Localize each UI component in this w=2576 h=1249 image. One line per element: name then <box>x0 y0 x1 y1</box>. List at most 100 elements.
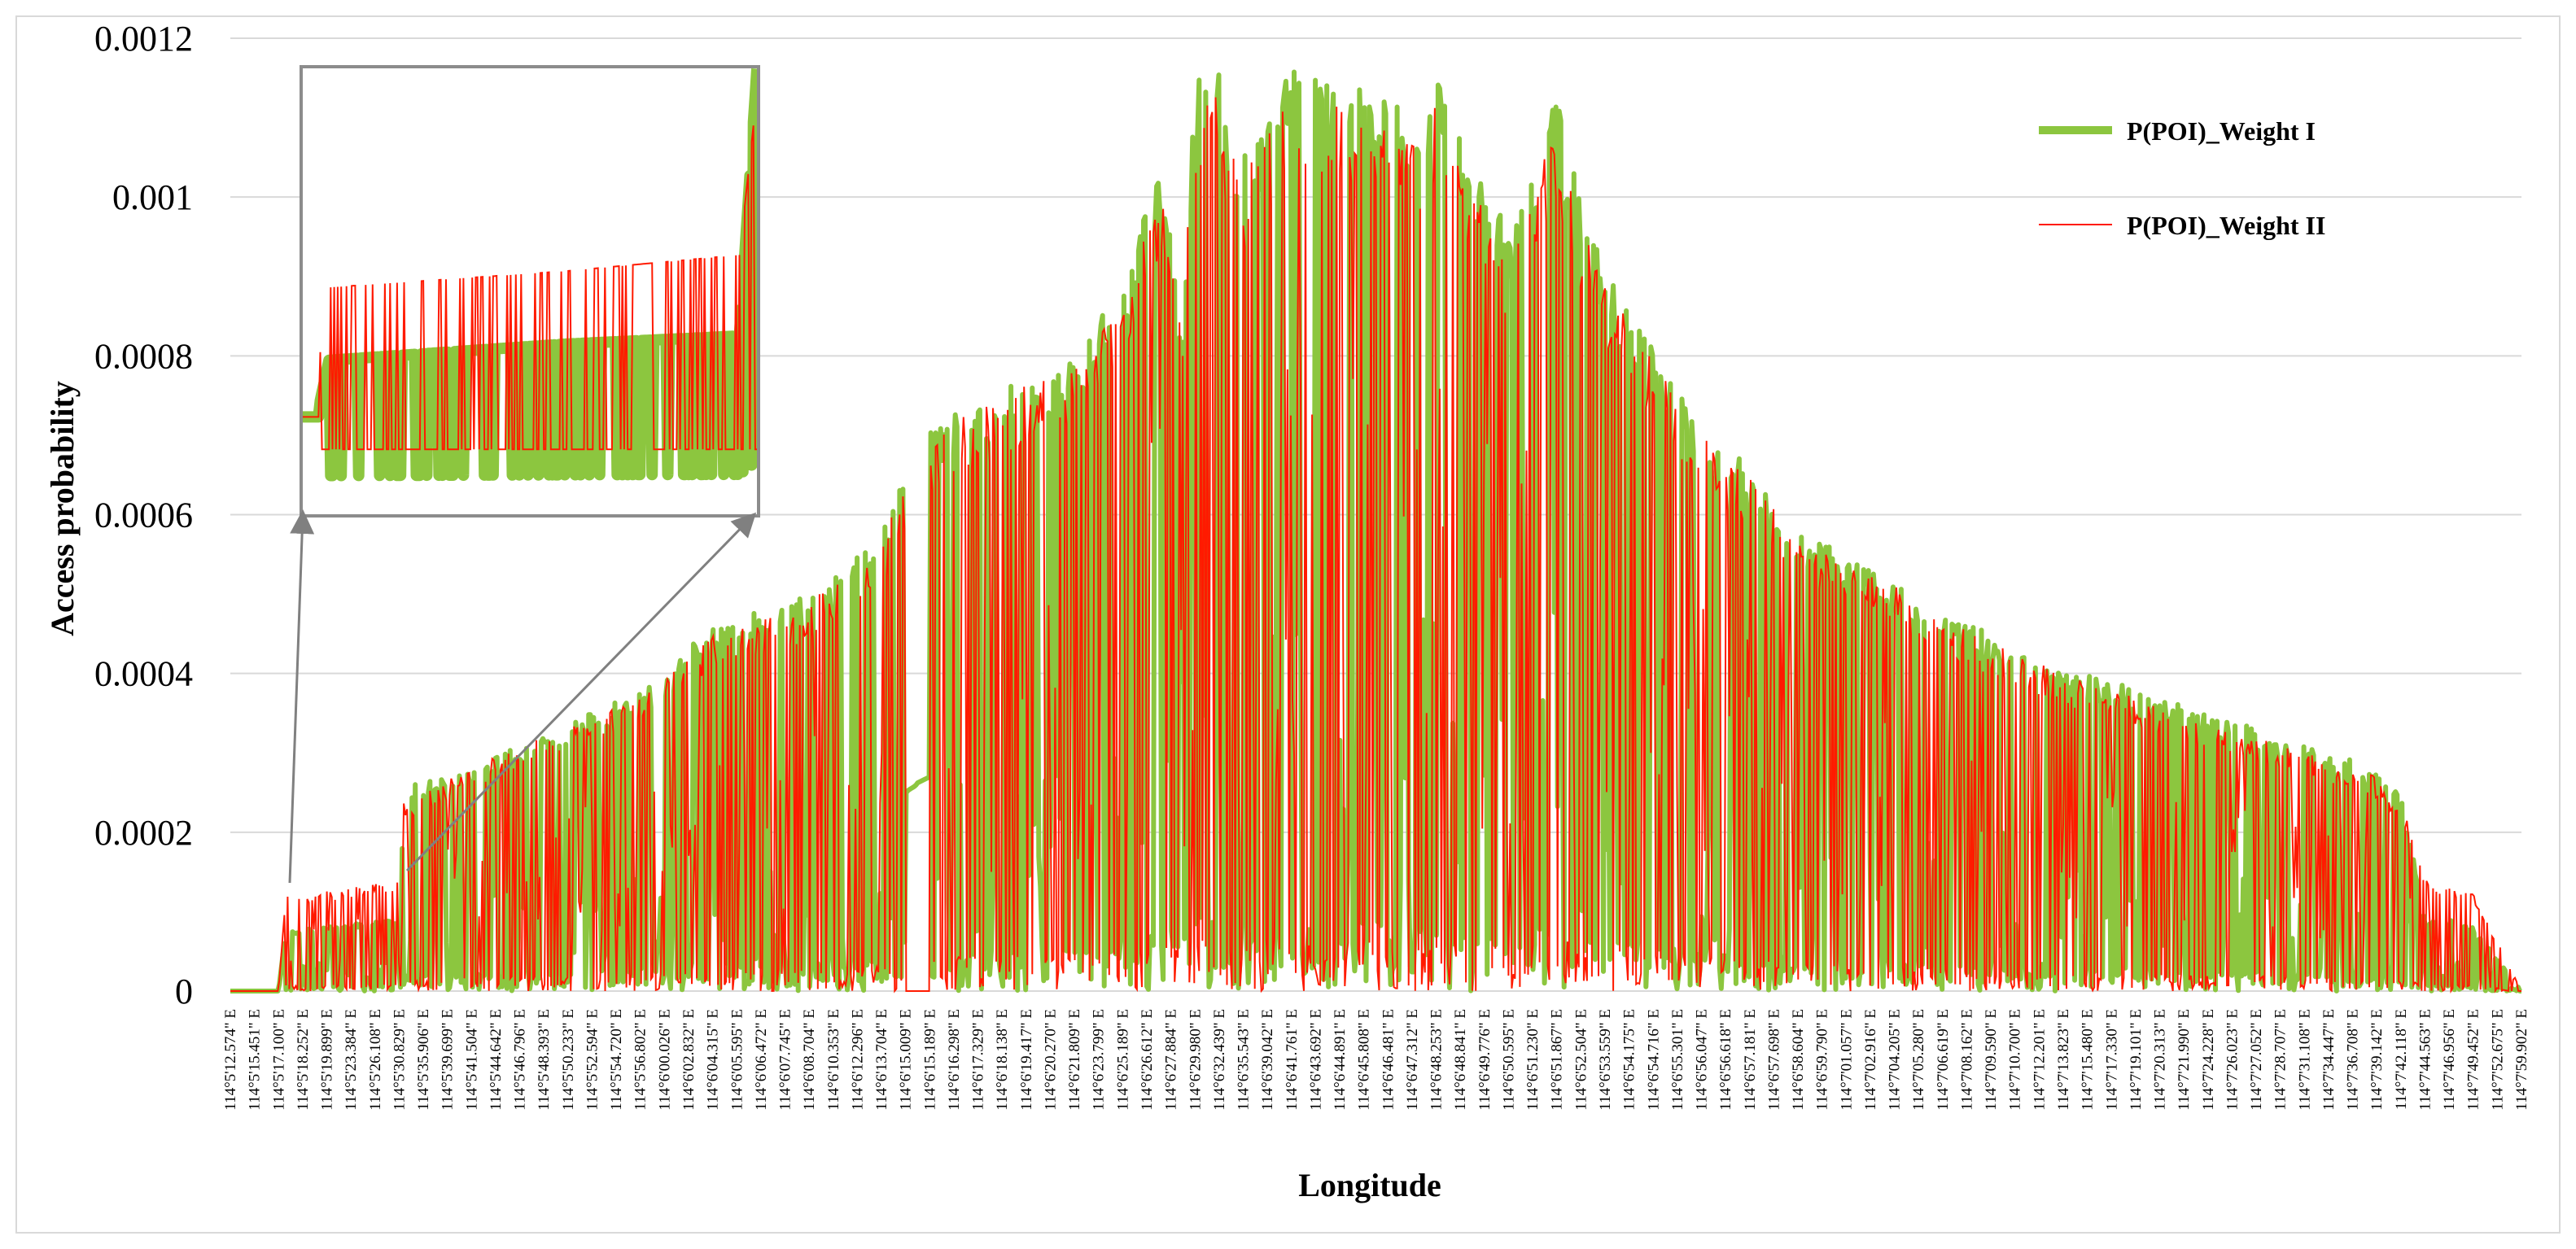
x-tick-label: 114°6'20.270" E <box>1042 1009 1059 1111</box>
x-tick-label: 114°6'32.439" E <box>1211 1009 1228 1111</box>
x-tick-labels: 114°5'12.574" E 114°5'15.451" E 114°5'17.1… <box>222 1009 2530 1111</box>
x-tick-label: 114°6'48.841" E <box>1452 1009 1469 1111</box>
x-tick-label: 114°6'08.704" E <box>801 1009 818 1111</box>
x-tick-label: 114°7'26.023" E <box>2224 1009 2241 1111</box>
x-tick-label: 114°5'17.100" E <box>270 1009 287 1111</box>
chart-frame <box>15 15 2561 1234</box>
y-tick-label: 0.0008 <box>94 336 193 376</box>
x-tick-label: 114°7'06.619" E <box>1935 1009 1952 1111</box>
x-tick-label: 114°6'57.698" E <box>1765 1009 1782 1111</box>
x-tick-label: 114°6'35.543" E <box>1236 1009 1253 1111</box>
x-tick-label: 114°7'10.700" E <box>2007 1009 2024 1111</box>
x-tick-label: 114°6'56.618" E <box>1717 1009 1734 1111</box>
x-tick-label: 114°6'41.761" E <box>1284 1009 1301 1111</box>
x-tick-label: 114°7'09.590" E <box>1983 1009 2000 1111</box>
x-tick-label: 114°6'46.481" E <box>1380 1009 1397 1111</box>
inset-line-weight-2 <box>303 125 757 451</box>
y-tick-label: 0.0002 <box>94 813 193 853</box>
x-tick-label: 114°7'36.708" E <box>2345 1009 2362 1111</box>
x-tick-label: 114°6'12.296" E <box>849 1009 866 1111</box>
x-tick-label: 114°7'42.118" E <box>2393 1009 2410 1110</box>
inset-content <box>303 68 757 482</box>
x-tick-label: 114°6'50.595" E <box>1500 1009 1517 1111</box>
x-tick-label: 114°6'23.799" E <box>1091 1009 1108 1111</box>
x-tick-label: 114°7'15.480" E <box>2080 1009 2097 1111</box>
x-tick-label: 114°7'46.956" E <box>2441 1009 2458 1111</box>
x-tick-label: 114°6'29.980" E <box>1187 1009 1204 1111</box>
series-weight-2 <box>230 97 2521 994</box>
x-tick-label: 114°6'54.716" E <box>1645 1009 1662 1111</box>
x-tick-label: 114°7'02.916" E <box>1862 1009 1879 1111</box>
zoom-inset <box>300 65 760 518</box>
x-tick-label: 114°6'00.026" E <box>656 1009 673 1111</box>
x-axis-label: Longitude <box>1298 1167 1441 1203</box>
x-tick-label: 114°6'21.809" E <box>1066 1009 1083 1111</box>
x-tick-label: 114°7'13.823" E <box>2055 1009 2072 1111</box>
zoom-arrow-right <box>405 512 757 872</box>
y-tick-label: 0.0012 <box>94 19 193 59</box>
x-tick-label: 114°5'19.899" E <box>319 1009 336 1111</box>
x-tick-label: 114°5'41.504" E <box>463 1009 480 1111</box>
x-tick-label: 114°6'25.189" E <box>1114 1009 1131 1111</box>
x-tick-label: 114°7'31.108" E <box>2296 1009 2313 1111</box>
x-tick-label: 114°5'39.699" E <box>440 1009 457 1111</box>
x-tick-label: 114°7'27.052" E <box>2248 1009 2265 1111</box>
x-tick-label: 114°7'04.205" E <box>1887 1009 1904 1111</box>
x-tick-label: 114°6'48.253" E <box>1428 1009 1445 1111</box>
x-tick-label: 114°6'02.832" E <box>680 1009 698 1111</box>
x-tick-label: 114°6'54.175" E <box>1621 1009 1638 1111</box>
x-tick-label: 114°6'59.790" E <box>1814 1009 1831 1111</box>
x-tick-label: 114°6'18.138" E <box>994 1009 1011 1111</box>
x-tick-label: 114°6'53.559" E <box>1597 1009 1614 1111</box>
x-tick-label: 114°5'48.393" E <box>536 1009 553 1111</box>
line-weight-1 <box>230 69 2522 994</box>
x-tick-label: 114°6'58.604" E <box>1790 1009 1807 1111</box>
x-tick-label: 114°5'15.451" E <box>247 1009 264 1111</box>
x-tick-label: 114°6'15.189" E <box>921 1009 938 1111</box>
x-tick-label: 114°6'52.504" E <box>1572 1009 1590 1111</box>
x-tick-label: 114°7'08.162" E <box>1958 1009 1975 1111</box>
x-tick-label: 114°7'01.057" E <box>1838 1009 1855 1111</box>
legend-label-weight-2: P(POI)_Weight II <box>2127 211 2325 240</box>
x-tick-label: 114°6'44.891" E <box>1332 1009 1349 1111</box>
legend-label-weight-1: P(POI)_Weight I <box>2127 116 2316 146</box>
x-tick-label: 114°6'06.472" E <box>753 1009 770 1111</box>
x-tick-label: 114°5'23.384" E <box>343 1009 360 1111</box>
x-tick-label: 114°6'43.692" E <box>1307 1009 1324 1111</box>
x-tick-label: 114°5'35.906" E <box>415 1009 432 1111</box>
zoom-arrows <box>288 509 757 884</box>
x-tick-label: 114°6'17.329" E <box>970 1009 987 1111</box>
zoom-arrow-left <box>288 509 315 884</box>
x-tick-label: 114°6'26.612" E <box>1139 1009 1156 1111</box>
x-tick-label: 114°7'34.447" E <box>2320 1009 2338 1111</box>
x-tick-label: 114°6'04.315" E <box>705 1009 722 1111</box>
legend: P(POI)_Weight I P(POI)_Weight II <box>2039 116 2325 240</box>
x-tick-label: 114°7'17.330" E <box>2103 1009 2120 1111</box>
x-tick-label: 114°6'56.047" E <box>1694 1009 1711 1111</box>
x-tick-label: 114°5'26.108" E <box>367 1009 384 1111</box>
x-tick-label: 114°5'30.829" E <box>391 1009 408 1111</box>
y-tick-label: 0.0004 <box>94 654 193 694</box>
x-tick-label: 114°6'51.230" E <box>1524 1009 1542 1111</box>
x-tick-label: 114°6'16.298" E <box>946 1009 963 1111</box>
x-tick-label: 114°7'52.675" E <box>2489 1009 2506 1111</box>
y-axis-label: Access probability <box>44 381 81 636</box>
x-tick-label: 114°6'39.042" E <box>1259 1009 1276 1111</box>
x-tick-label: 114°6'27.884" E <box>1163 1009 1180 1111</box>
x-tick-label: 114°6'10.353" E <box>825 1009 842 1111</box>
x-tick-label: 114°5'54.720" E <box>608 1009 625 1111</box>
x-tick-label: 114°5'44.642" E <box>488 1009 505 1111</box>
x-tick-label: 114°6'19.417" E <box>1018 1009 1035 1111</box>
x-tick-label: 114°6'13.704" E <box>873 1009 890 1111</box>
y-tick-labels: 0 0.0002 0.0004 0.0006 0.0008 0.001 0.0012 <box>94 19 193 1011</box>
line-weight-2 <box>230 97 2521 994</box>
x-tick-label: 114°7'05.280" E <box>1910 1009 1927 1111</box>
x-tick-label: 114°6'45.808" E <box>1356 1009 1373 1111</box>
x-tick-label: 114°5'12.574" E <box>222 1009 239 1111</box>
x-tick-label: 114°6'55.301" E <box>1669 1009 1686 1111</box>
x-tick-label: 114°7'20.313" E <box>2152 1009 2169 1111</box>
x-tick-label: 114°7'49.452" E <box>2465 1009 2482 1111</box>
series-weight-1 <box>230 69 2522 994</box>
x-tick-label: 114°6'07.745" E <box>777 1009 794 1111</box>
